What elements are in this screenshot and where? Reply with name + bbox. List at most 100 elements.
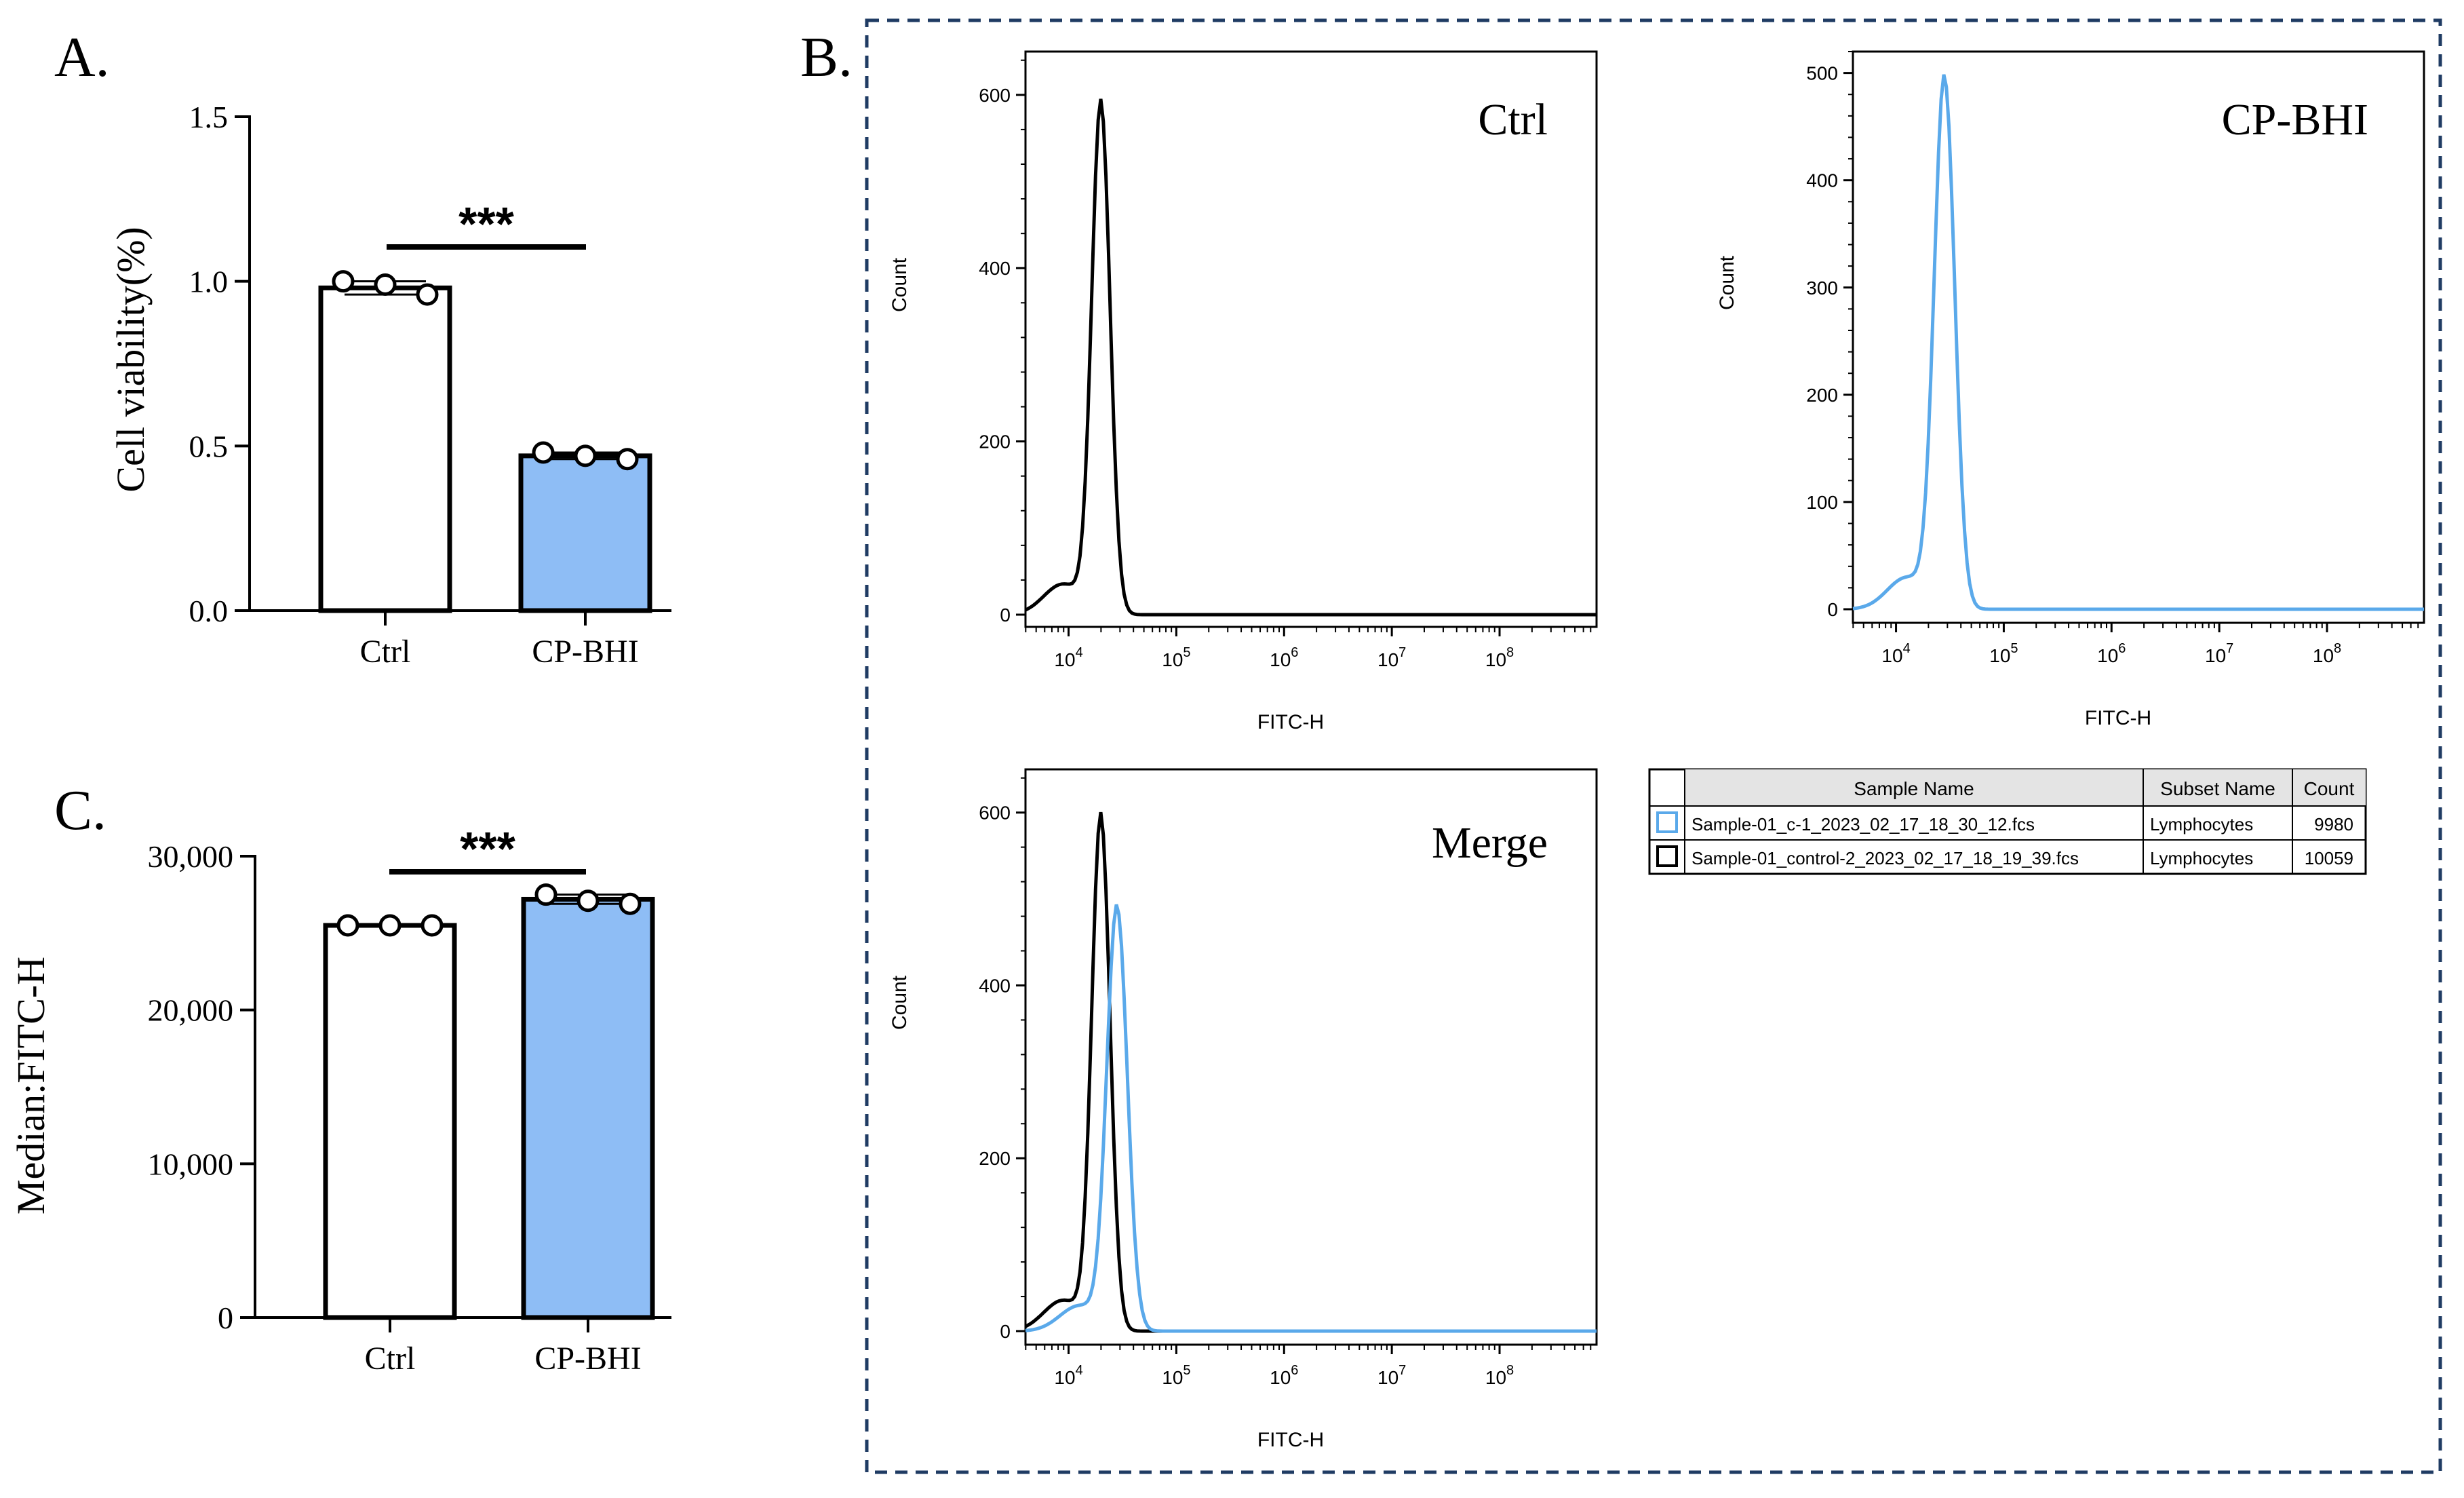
y-tick-label: 0 (218, 1301, 233, 1335)
legend-row-subset: Lymphocytes (2150, 848, 2253, 868)
panel-b-frame (865, 18, 2442, 1474)
x-tick-label: 104 (1881, 641, 1910, 666)
data-point (534, 883, 558, 906)
histogram-curve (1025, 904, 1597, 1333)
x-tick-label: Ctrl (360, 634, 411, 670)
panel-label-c: C. (54, 779, 106, 842)
data-point (576, 889, 600, 913)
x-tick-label: Ctrl (365, 1341, 416, 1377)
data-point (332, 270, 355, 293)
histogram-curve (1024, 811, 1597, 1333)
data-point (532, 441, 555, 464)
x-tick-label: 108 (2313, 641, 2341, 666)
histogram-merge: 0 200 400 600 104 105 106 107 108 FITC-H Count Merg… (888, 768, 1598, 1451)
x-tick-label: 105 (1162, 1363, 1190, 1388)
y-axis-label: Count (888, 975, 911, 1030)
x-tick-label: 108 (1485, 1363, 1514, 1388)
plot-title: CP-BHI (2222, 95, 2368, 145)
histogram-ctrl: 0 200 400 600 104 105 106 107 108 FITC-H Count Ctrl (888, 50, 1598, 733)
x-tick-label: 104 (1054, 645, 1082, 670)
y-tick-label: 400 (979, 258, 1011, 279)
x-tick-label: 106 (2097, 641, 2126, 666)
x-axis-label: FITC-H (1257, 711, 1324, 733)
legend-header-count: Count (2304, 778, 2355, 799)
data-point (336, 914, 359, 937)
bar (323, 923, 457, 1320)
y-tick-label: 0.0 (189, 594, 229, 628)
x-tick-label: 108 (1485, 645, 1514, 670)
x-tick-label: 105 (1162, 645, 1190, 670)
y-tick-label: 0.5 (189, 429, 229, 463)
x-tick-label: CP-BHI (532, 634, 638, 670)
data-point (619, 892, 642, 915)
y-tick-label: 200 (979, 1148, 1011, 1169)
bar-chart-c: 0 10,000 20,000 30,000 Median:FITC-H Ctrl CP-B… (9, 822, 671, 1377)
legend-header-sample: Sample Name (1854, 778, 1974, 799)
y-axis-label: Median:FITC-H (9, 957, 53, 1214)
x-tick-label: 107 (2205, 641, 2233, 666)
legend-swatch-black (1656, 845, 1678, 867)
plot-frame (1024, 50, 1598, 628)
y-tick-label: 400 (979, 975, 1011, 996)
data-point (416, 283, 439, 306)
y-tick-label: 0 (1000, 604, 1011, 626)
bar (521, 896, 655, 1320)
y-axis-label: Count (888, 257, 911, 312)
y-tick-label: 10,000 (148, 1147, 234, 1181)
y-axis-label: Cell viability(%) (109, 227, 153, 492)
y-tick-label: 0 (1827, 599, 1838, 620)
y-tick-label: 100 (1806, 492, 1838, 513)
legend-header-subset: Subset Name (2160, 778, 2275, 799)
y-axis-label: Count (1716, 255, 1738, 310)
x-tick-label: 107 (1377, 645, 1406, 670)
legend-row-subset: Lymphocytes (2150, 814, 2253, 834)
legend-row-count: 10059 (2305, 848, 2353, 868)
legend-row-count: 9980 (2314, 814, 2353, 834)
y-tick-label: 600 (979, 803, 1011, 824)
y-tick-label: 400 (1806, 170, 1838, 191)
panel-label-a: A. (54, 26, 110, 89)
x-tick-label: 107 (1377, 1363, 1406, 1388)
y-tick-label: 200 (979, 431, 1011, 453)
data-point (374, 273, 397, 296)
x-axis-label: FITC-H (2085, 707, 2151, 729)
plot-frame (1024, 768, 1598, 1346)
data-point (574, 444, 597, 467)
y-tick-label: 600 (979, 85, 1011, 106)
bar (518, 453, 652, 613)
plot-frame (1852, 50, 2425, 624)
x-axis-label: FITC-H (1257, 1429, 1324, 1451)
bar (318, 285, 452, 613)
x-tick-label: 106 (1270, 645, 1298, 670)
x-tick-label: 105 (1989, 641, 2018, 666)
legend-row-sample: Sample-01_c-1_2023_02_17_18_30_12.fcs (1691, 814, 2035, 834)
y-tick-label: 20,000 (148, 993, 234, 1028)
plot-title: Ctrl (1478, 95, 1548, 145)
plot-title: Merge (1432, 818, 1548, 868)
significance-label: *** (460, 822, 515, 875)
y-tick-label: 0 (1000, 1321, 1011, 1342)
legend-row-sample: Sample-01_control-2_2023_02_17_18_19_39.… (1691, 848, 2079, 868)
histogram-curve (1024, 98, 1597, 617)
data-point (616, 448, 639, 471)
panel-label-b: B. (800, 26, 853, 89)
data-point (421, 914, 444, 937)
y-tick-label: 1.5 (189, 100, 229, 134)
x-tick-label: 104 (1054, 1363, 1082, 1388)
y-tick-label: 200 (1806, 385, 1838, 406)
x-tick-label: 106 (1270, 1363, 1298, 1388)
sample-legend-table: Sample Name Subset Name Count Sample-01_… (1648, 768, 2367, 875)
y-tick-label: 300 (1806, 277, 1838, 299)
y-tick-label: 30,000 (148, 839, 234, 874)
y-tick-label: 500 (1806, 63, 1838, 84)
histogram-cp-bhi: 0 100 200 300 400 500 104 105 106 107 108 FITC-H Cou… (1716, 50, 2425, 729)
y-tick-label: 1.0 (189, 265, 229, 299)
legend-header-bg (1685, 769, 2366, 806)
legend-swatch-blue (1656, 811, 1678, 833)
significance-label: *** (458, 197, 514, 250)
bar-chart-a: 0.0 0.5 1.0 1.5 Cell viability(%) Ctrl CP-BHI *… (109, 100, 671, 670)
data-point (378, 914, 402, 937)
x-tick-label: CP-BHI (534, 1341, 641, 1377)
histogram-curve (1852, 74, 2424, 611)
